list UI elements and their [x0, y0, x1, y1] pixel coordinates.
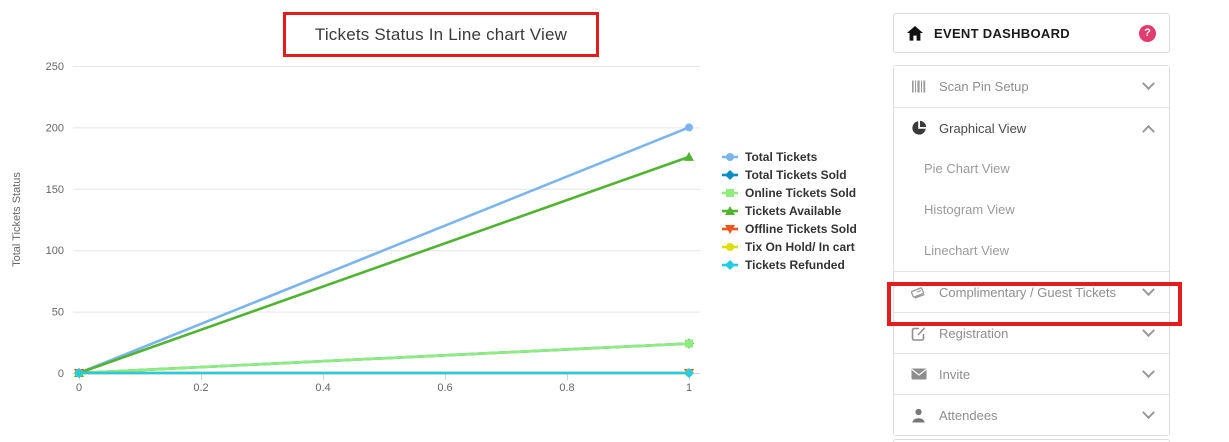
chevron-down-icon: [1142, 77, 1155, 91]
sidebar-header-event-dashboard[interactable]: EVENT DASHBOARD ?: [893, 13, 1170, 53]
sidebar-item-label: Registration: [939, 325, 1009, 341]
chart-title-highlight-box: Tickets Status In Line chart View: [283, 12, 599, 57]
line-chart-panel: 0 50 100 150 200 250 0 0.2 0.4 0.6 0.8 1 Total Ticke…: [11, 12, 857, 394]
sidebar-header-label: EVENT DASHBOARD: [934, 25, 1070, 41]
chart-title: Tickets Status In Line chart View: [314, 24, 568, 44]
chevron-down-icon: [1142, 364, 1155, 378]
sidebar-item-attendees[interactable]: Attendees: [894, 394, 1169, 435]
envelope-icon: [910, 368, 927, 380]
barcode-icon: [910, 80, 927, 93]
legend-item[interactable]: Total Tickets Sold: [722, 166, 857, 184]
legend-marker-icon: [722, 170, 738, 180]
axis-tick-label: 0: [76, 382, 82, 394]
sidebar-item-label: Pie Chart View: [924, 161, 1010, 176]
series-line: [77, 342, 691, 375]
legend-item[interactable]: Tix On Hold/ In cart: [722, 238, 857, 256]
legend-marker-icon: [722, 153, 738, 161]
axis-tick-label: 50: [52, 307, 64, 319]
legend-label: Tix On Hold/ In cart: [745, 240, 855, 254]
series-marker: [725, 260, 735, 270]
series-marker: [684, 368, 694, 378]
sidebar-item-registration[interactable]: Registration: [894, 312, 1169, 353]
sidebar-item-label: Invite: [939, 366, 971, 382]
legend-label: Tickets Refunded: [745, 258, 845, 272]
axis-tick-label: 250: [46, 61, 64, 73]
pie-chart-icon: [910, 120, 927, 136]
series-marker: [725, 206, 735, 215]
series-marker: [685, 339, 693, 348]
tickets-icon: [910, 285, 927, 300]
legend-item[interactable]: Tickets Available: [722, 202, 857, 220]
help-icon[interactable]: ?: [1139, 24, 1156, 42]
sidebar-next-card-edge: [893, 439, 1170, 442]
legend-marker-icon: [722, 189, 738, 197]
sidebar-item-label: Linechart View: [924, 243, 1010, 258]
chart-legend: Total Tickets Total Tickets Sold Online Ti…: [722, 148, 857, 274]
chevron-up-icon: [1142, 124, 1155, 138]
sidebar-item-complimentary-guest-tickets[interactable]: Complimentary / Guest Tickets: [894, 271, 1169, 312]
sidebar-item-label: Attendees: [939, 407, 998, 423]
series-marker: [685, 123, 693, 132]
axis-tick-label: 1: [686, 382, 692, 394]
axis-tick-label: 0.6: [437, 382, 452, 394]
home-icon: [907, 25, 923, 41]
legend-label: Tickets Available: [745, 204, 842, 218]
legend-label: Online Tickets Sold: [745, 186, 857, 200]
series-marker: [684, 151, 694, 161]
sidebar-item-pie-chart-view[interactable]: Pie Chart View: [894, 148, 1169, 189]
axis-tick-label: 0: [58, 368, 64, 380]
edit-square-icon: [910, 326, 927, 341]
sidebar-item-linechart-view[interactable]: Linechart View: [894, 230, 1169, 271]
legend-marker-icon: [722, 260, 738, 270]
sidebar-item-label: Scan Pin Setup: [939, 79, 1029, 94]
series-marker: [726, 153, 734, 161]
person-icon: [910, 408, 927, 423]
sidebar-item-label: Graphical View: [939, 120, 1027, 136]
axis-tick-label: 0.4: [315, 382, 330, 394]
chevron-down-icon: [1142, 323, 1155, 337]
sidebar: EVENT DASHBOARD ? Scan Pin Setup G: [887, 13, 1182, 442]
legend-item[interactable]: Offline Tickets Sold: [722, 220, 857, 238]
series-marker: [726, 189, 734, 197]
sidebar-item-invite[interactable]: Invite: [894, 353, 1169, 394]
sidebar-menu: Scan Pin Setup Graphical View Pie Chart …: [887, 65, 1182, 436]
chevron-down-icon: [1142, 405, 1155, 419]
legend-item[interactable]: Tickets Refunded: [722, 256, 857, 274]
series-marker: [74, 368, 84, 378]
line-chart-plot: 0 50 100 150 200 250 0 0.2 0.4 0.6 0.8 1 Total Ticke…: [11, 61, 700, 394]
sidebar-item-label: Complimentary / Guest Tickets: [939, 284, 1116, 300]
legend-item[interactable]: Total Tickets: [722, 148, 857, 166]
sidebar-item-scan-pin-setup[interactable]: Scan Pin Setup: [894, 66, 1169, 107]
legend-marker-icon: [722, 243, 738, 251]
sidebar-item-histogram-view[interactable]: Histogram View: [894, 189, 1169, 230]
legend-marker-icon: [722, 206, 738, 215]
series-marker: [725, 225, 735, 234]
legend-label: Total Tickets: [745, 150, 818, 164]
series-line: [77, 155, 691, 375]
series-marker: [725, 170, 735, 180]
sidebar-item-label: Histogram View: [924, 202, 1015, 217]
legend-marker-icon: [722, 225, 738, 234]
legend-item[interactable]: Online Tickets Sold: [722, 184, 857, 202]
axis-tick-label: 0.2: [193, 382, 208, 394]
legend-label: Total Tickets Sold: [745, 168, 847, 182]
axis-tick-label: 100: [46, 245, 64, 257]
legend-label: Offline Tickets Sold: [745, 222, 857, 236]
chevron-down-icon: [1142, 282, 1155, 296]
y-axis-title: Total Tickets Status: [11, 172, 23, 267]
series-line: [77, 126, 691, 375]
axis-tick-label: 200: [46, 122, 64, 134]
axis-tick-label: 150: [46, 184, 64, 196]
axis-tick-label: 0.8: [559, 382, 574, 394]
series-marker: [726, 243, 734, 251]
sidebar-item-graphical-view[interactable]: Graphical View: [894, 107, 1169, 148]
